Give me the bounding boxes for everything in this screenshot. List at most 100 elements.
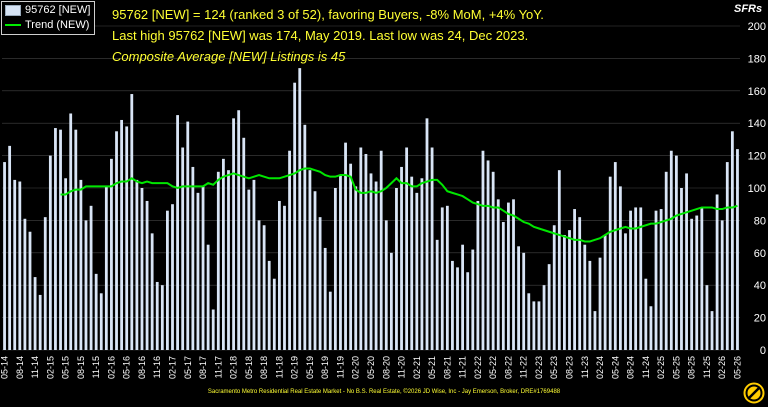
bar bbox=[140, 188, 144, 350]
bar bbox=[629, 210, 632, 350]
bar bbox=[685, 173, 688, 350]
bar bbox=[303, 124, 307, 350]
bar bbox=[369, 173, 373, 350]
bar bbox=[308, 170, 312, 350]
bar bbox=[613, 162, 617, 350]
bar bbox=[23, 218, 27, 350]
bar bbox=[384, 220, 388, 350]
bar bbox=[501, 222, 505, 350]
x-tick-label: 08-16 bbox=[137, 356, 147, 379]
bar bbox=[69, 113, 73, 350]
bar bbox=[354, 186, 358, 350]
bar bbox=[181, 147, 185, 350]
x-tick-label: 08-24 bbox=[626, 356, 636, 379]
y-tick-label: 0 bbox=[760, 345, 766, 357]
bar bbox=[445, 205, 449, 350]
x-tick-label: 05-24 bbox=[610, 356, 620, 379]
x-tick-label: 08-25 bbox=[687, 356, 697, 379]
x-tick-label: 11-25 bbox=[702, 356, 712, 378]
x-tick-label: 05-20 bbox=[366, 356, 376, 379]
bar bbox=[507, 202, 510, 350]
x-tick-label: 11-18 bbox=[274, 356, 284, 378]
bar bbox=[466, 272, 470, 350]
bar bbox=[150, 233, 154, 350]
bar bbox=[54, 128, 57, 350]
x-tick-label: 08-21 bbox=[442, 356, 452, 379]
bar bbox=[608, 176, 612, 350]
bar bbox=[720, 220, 724, 350]
bar bbox=[130, 94, 134, 350]
x-tick-label: 05-21 bbox=[427, 356, 437, 379]
bar bbox=[38, 294, 42, 350]
bar bbox=[120, 119, 124, 351]
bar bbox=[298, 68, 302, 351]
x-tick-label: 11-21 bbox=[458, 356, 468, 378]
bar bbox=[237, 110, 241, 351]
bar bbox=[389, 252, 393, 350]
bar bbox=[603, 234, 607, 350]
bar bbox=[196, 192, 200, 350]
bar bbox=[451, 260, 454, 350]
bar bbox=[552, 225, 556, 350]
legend-item-bars: 95762 [NEW] bbox=[5, 3, 90, 17]
bar-series bbox=[3, 68, 739, 351]
x-tick-label: 11-20 bbox=[397, 356, 407, 378]
x-tick-label: 11-24 bbox=[641, 356, 651, 378]
y-tick-label: 160 bbox=[748, 86, 766, 98]
x-tick-label: 02-15 bbox=[45, 356, 55, 379]
bar bbox=[186, 121, 190, 350]
bar bbox=[216, 171, 220, 350]
bar bbox=[710, 311, 714, 350]
bar bbox=[318, 217, 322, 350]
bar bbox=[267, 260, 271, 350]
bar bbox=[206, 244, 210, 350]
x-tick-label: 08-19 bbox=[320, 356, 330, 379]
bar bbox=[293, 82, 297, 350]
bar bbox=[481, 150, 485, 350]
bar bbox=[435, 239, 439, 350]
bar bbox=[430, 147, 434, 350]
composite-annotation: Composite Average [NEW] Listings is 45 bbox=[112, 49, 346, 64]
x-tick-label: 11-17 bbox=[213, 356, 223, 378]
bar bbox=[654, 210, 658, 350]
legend-trend-label: Trend (NEW) bbox=[25, 19, 90, 31]
bar bbox=[84, 220, 88, 350]
x-tick-label: 05-23 bbox=[549, 356, 559, 379]
bar bbox=[725, 162, 729, 350]
bar bbox=[33, 277, 37, 350]
bar bbox=[634, 207, 638, 350]
bar bbox=[674, 155, 678, 350]
x-tick-label: 02-22 bbox=[473, 356, 483, 379]
bar bbox=[578, 217, 582, 350]
bar bbox=[8, 145, 12, 350]
bar bbox=[730, 131, 734, 350]
bar bbox=[659, 209, 663, 350]
x-tick-label: 02-18 bbox=[229, 356, 239, 379]
bar bbox=[690, 218, 694, 350]
bar bbox=[171, 204, 174, 350]
bar bbox=[349, 163, 353, 350]
bar bbox=[13, 179, 17, 350]
bar bbox=[313, 191, 317, 350]
summary-annotation: 95762 [NEW] = 124 (ranked 3 of 52), favo… bbox=[112, 7, 544, 22]
bar bbox=[405, 147, 409, 350]
bar bbox=[649, 306, 653, 350]
bar bbox=[232, 118, 235, 350]
x-tick-label: 02-21 bbox=[412, 356, 422, 379]
x-tick-label: 05-18 bbox=[244, 356, 254, 379]
x-tick-label: 08-20 bbox=[381, 356, 391, 379]
bar bbox=[471, 249, 475, 350]
bar bbox=[323, 247, 327, 350]
legend-line-swatch bbox=[5, 24, 21, 26]
bar bbox=[425, 118, 429, 350]
bar bbox=[74, 129, 78, 350]
bar bbox=[379, 150, 383, 350]
x-tick-label: 08-22 bbox=[503, 356, 513, 379]
legend-item-trend: Trend (NEW) bbox=[5, 18, 89, 32]
bar bbox=[283, 205, 286, 350]
bar bbox=[191, 166, 195, 350]
legend: 95762 [NEW] Trend (NEW) bbox=[1, 1, 95, 35]
bar bbox=[3, 162, 6, 350]
bar bbox=[364, 153, 368, 350]
y-axis-label: SFRs bbox=[734, 3, 763, 15]
